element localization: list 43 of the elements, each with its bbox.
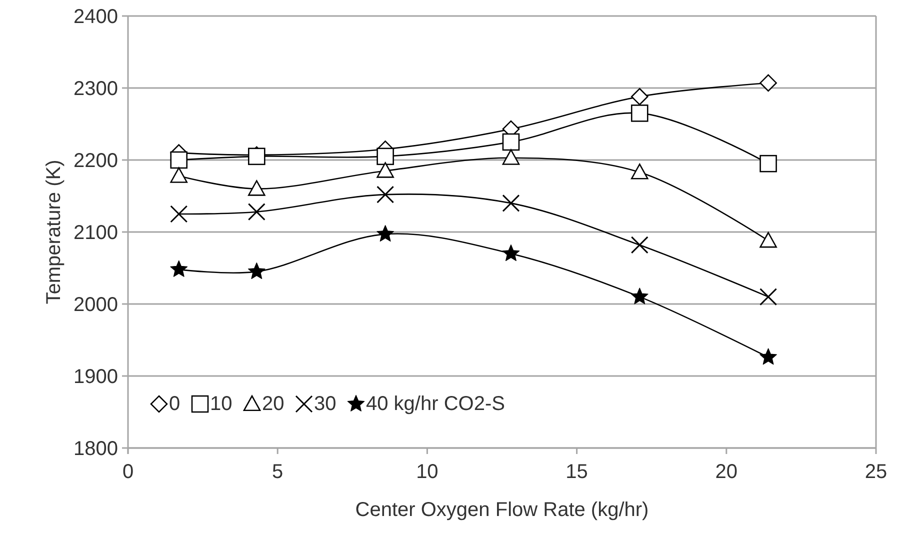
point: [248, 262, 266, 280]
y-tick-label: 2000: [74, 294, 118, 316]
y-axis-title: Temperature (K): [43, 160, 65, 304]
point: [502, 194, 520, 212]
x-tick-label: 25: [864, 461, 888, 483]
x-tick-label: 10: [416, 461, 438, 483]
y-tick-label: 1800: [74, 438, 118, 460]
point: [630, 164, 648, 180]
point: [170, 167, 188, 183]
point: [170, 205, 188, 223]
point: [760, 348, 777, 365]
legend-label: 30: [314, 393, 336, 415]
point: [502, 133, 520, 151]
x-axis-title: Center Oxygen Flow Rate (kg/hr): [355, 499, 649, 521]
x-tick-label: 20: [715, 461, 738, 483]
point: [760, 288, 778, 306]
legend-label: 40 kg/hr CO2-S: [366, 393, 505, 415]
point: [376, 225, 394, 242]
legend-label: 0: [169, 393, 180, 415]
point: [170, 260, 188, 277]
y-tick-label: 2100: [74, 222, 118, 244]
legend-label: 10: [210, 393, 232, 415]
point: [376, 148, 394, 166]
y-tick-label: 2300: [74, 78, 118, 100]
point: [760, 154, 777, 172]
point: [630, 236, 648, 254]
x-tick-label: 0: [122, 461, 134, 483]
point: [502, 149, 520, 165]
legend-label: 20: [262, 393, 284, 415]
y-tick-label: 1900: [74, 366, 118, 388]
point: [502, 244, 520, 262]
point: [248, 180, 266, 196]
point: [630, 288, 648, 304]
point: [760, 232, 777, 248]
x-tick-label: 5: [272, 461, 284, 483]
point: [376, 186, 394, 204]
y-tick-label: 2400: [74, 6, 118, 28]
point: [630, 104, 648, 122]
point: [248, 203, 266, 221]
point: [376, 162, 394, 178]
point: [170, 151, 188, 169]
x-tick-label: 15: [566, 461, 588, 483]
y-tick-label: 2200: [74, 150, 118, 172]
